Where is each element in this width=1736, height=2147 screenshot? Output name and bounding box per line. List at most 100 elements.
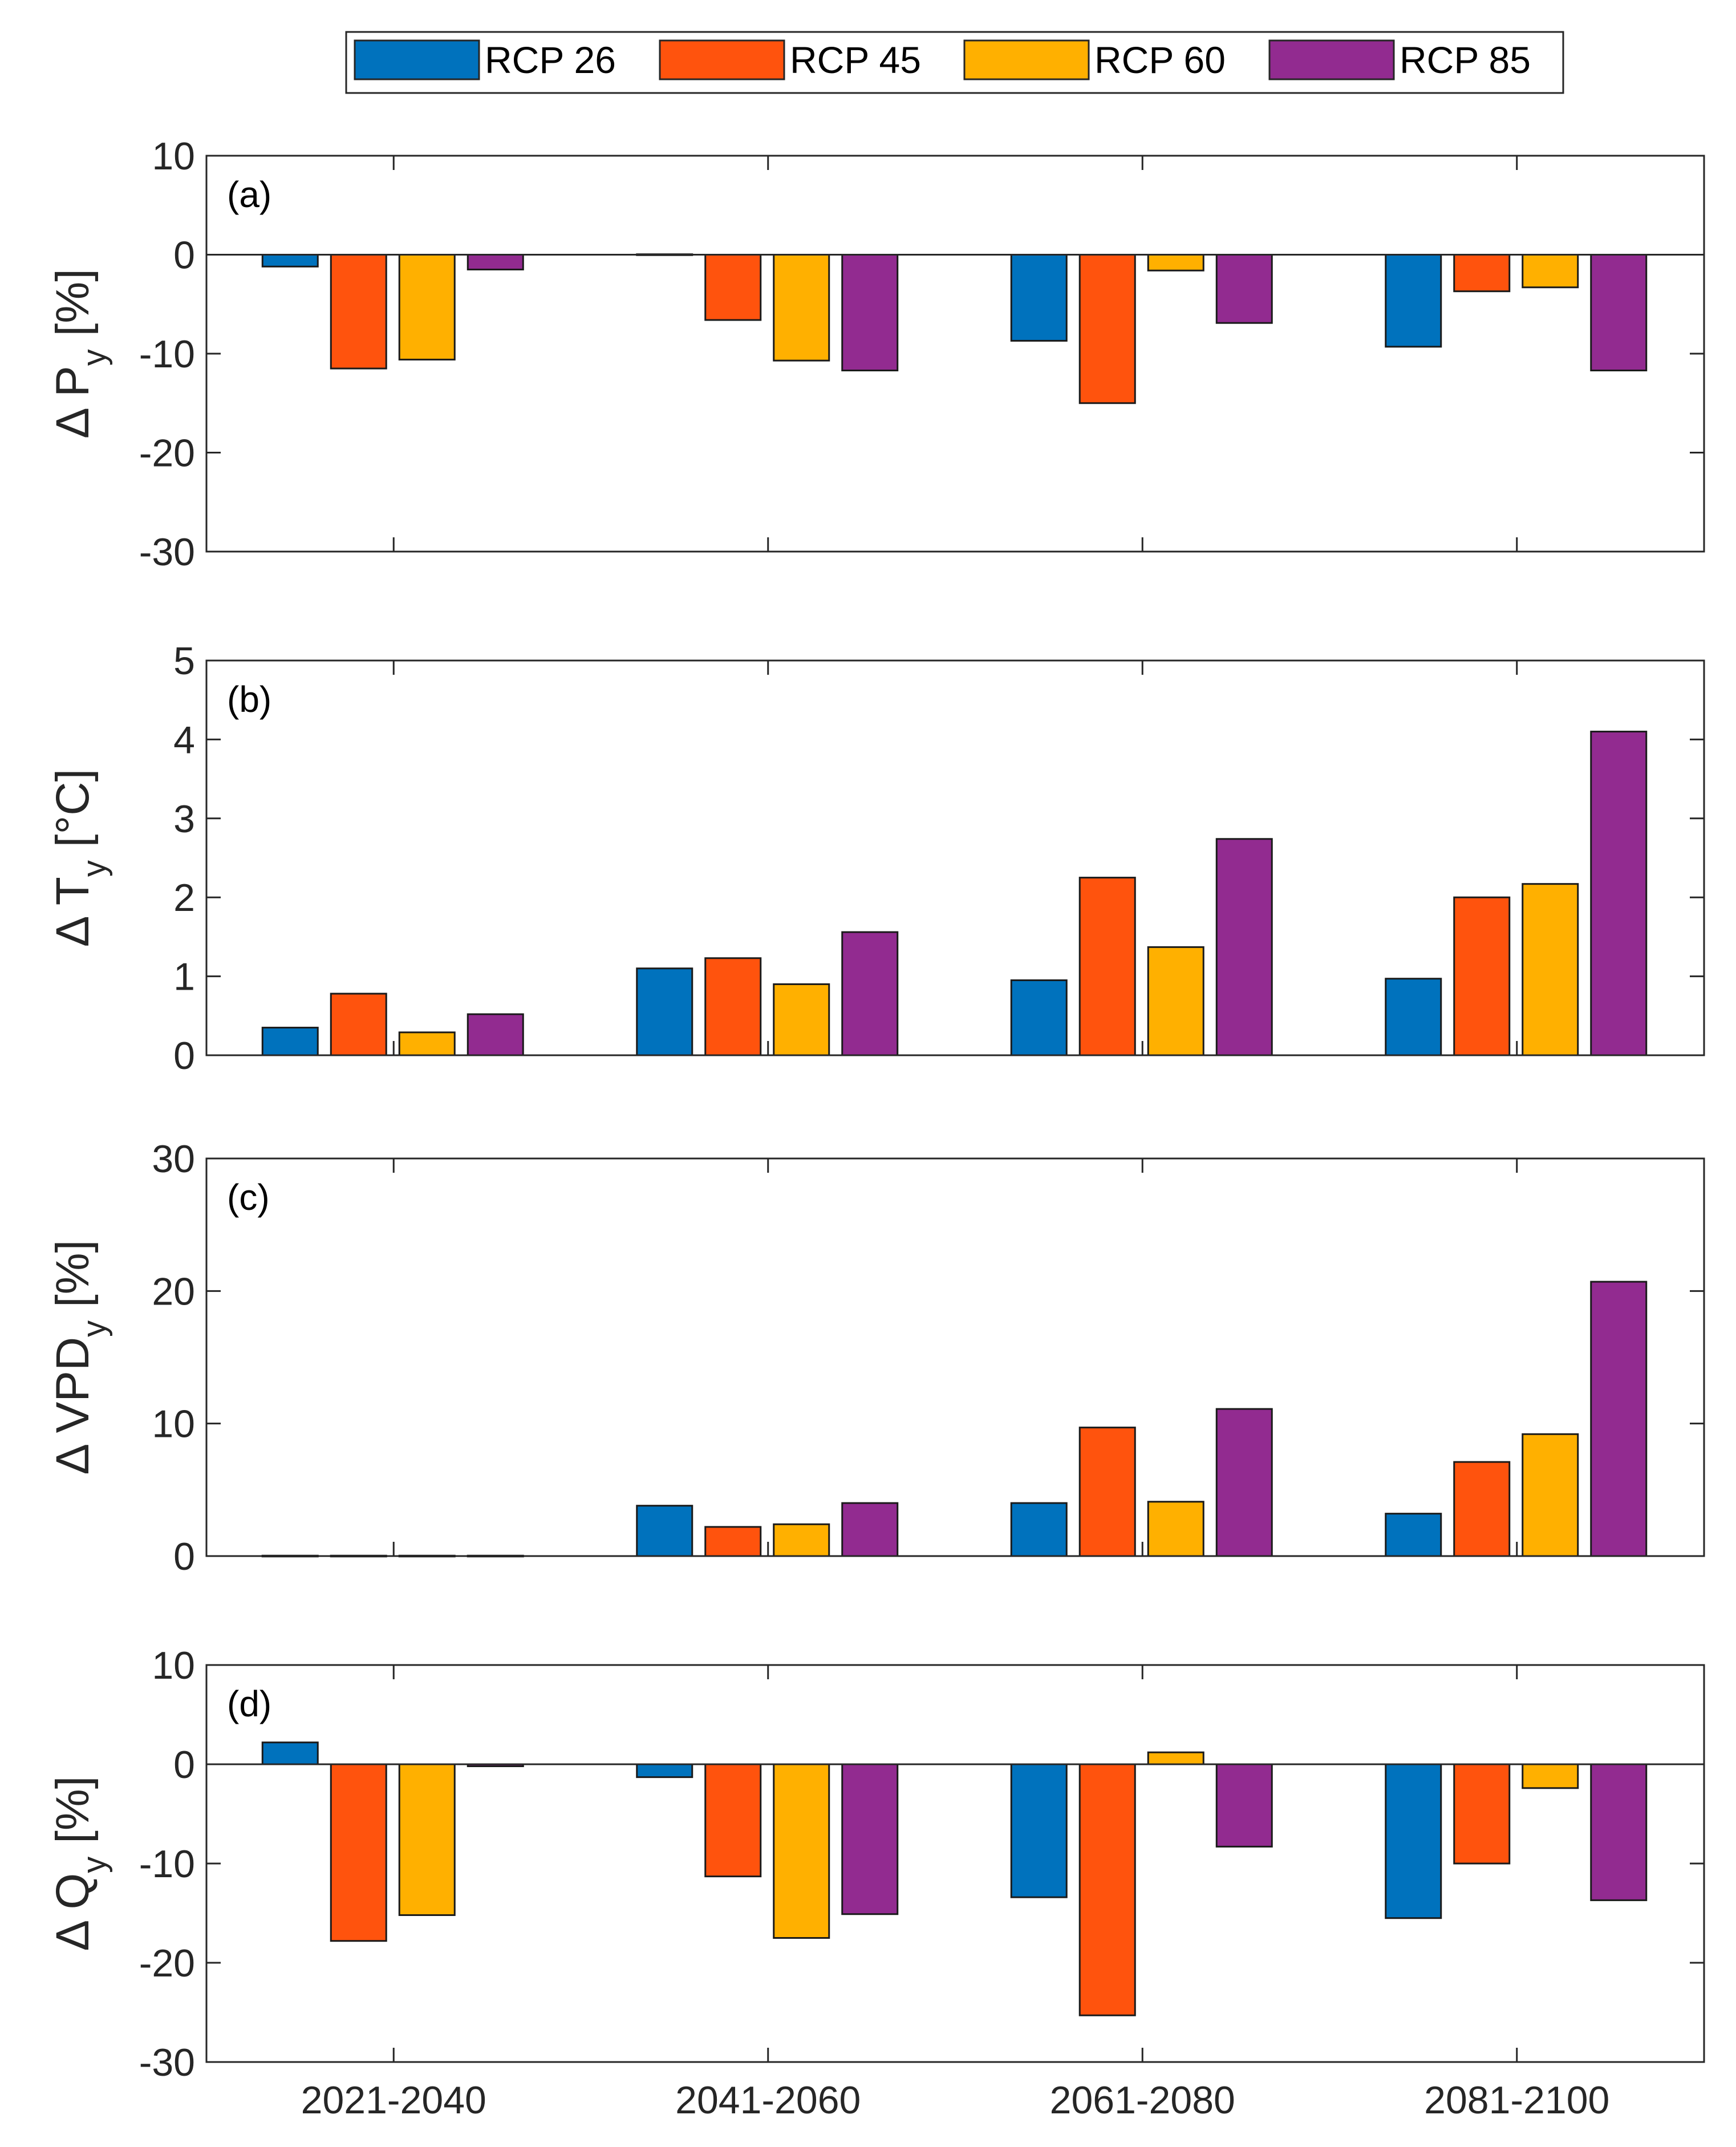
y-axis-label: Δ VPDy [%] xyxy=(47,1240,113,1475)
panel-a: -30 -20 -10 0 10 (a) Δ Py [%] xyxy=(47,135,1705,574)
y-axis-label: Δ Qy [%] xyxy=(47,1776,113,1951)
bar-rcp-85-2041-2060 xyxy=(841,931,899,1056)
bar-rcp-60-2041-2060 xyxy=(773,1763,830,1939)
legend-swatch-rcp-45 xyxy=(659,39,785,80)
x-ticks xyxy=(392,1158,1518,1556)
y-tick-label: -10 xyxy=(139,1842,195,1886)
y-tick-label: 30 xyxy=(152,1137,195,1181)
bars xyxy=(261,1741,1648,2016)
bar-rcp-85-2081-2100 xyxy=(1590,1763,1648,1901)
bar-rcp-26-2081-2100 xyxy=(1385,1763,1442,1919)
legend: RCP 26 RCP 45 RCP 60 RCP 85 xyxy=(345,31,1564,94)
bars xyxy=(261,253,1648,404)
bar-rcp-60-2021-2040 xyxy=(398,1763,456,1916)
y-tick-label: -20 xyxy=(139,1942,195,1985)
bar-rcp-85-2081-2100 xyxy=(1590,1281,1648,1557)
bar-rcp-45-2021-2040 xyxy=(330,993,387,1056)
bars xyxy=(261,731,1648,1056)
bar-rcp-60-2061-2080 xyxy=(1147,946,1204,1056)
y-tick-label: -10 xyxy=(139,333,195,376)
x-ticks xyxy=(392,156,1518,552)
panel-tag: (b) xyxy=(227,679,271,720)
bar-rcp-26-2021-2040 xyxy=(261,254,319,268)
bar-rcp-45-2081-2100 xyxy=(1453,1763,1511,1865)
bar-rcp-60-2041-2060 xyxy=(773,1523,830,1557)
bar-rcp-85-2041-2060 xyxy=(841,254,899,371)
y-tick-label: -20 xyxy=(139,432,195,475)
bar-rcp-85-2041-2060 xyxy=(841,1502,899,1557)
axes-frame xyxy=(205,659,1705,1056)
bar-rcp-26-2041-2060 xyxy=(636,1505,693,1557)
bar-rcp-45-2061-2080 xyxy=(1078,1427,1136,1557)
y-axis-label: Δ Py [%] xyxy=(47,269,113,439)
y-tick-label: 2 xyxy=(173,876,195,919)
legend-label-rcp-60: RCP 60 xyxy=(1094,39,1226,81)
bar-rcp-85-2021-2040 xyxy=(467,254,524,271)
bar-rcp-85-2081-2100 xyxy=(1590,254,1648,371)
bar-rcp-26-2081-2100 xyxy=(1385,254,1442,348)
y-axis-label: Δ Ty [°C] xyxy=(47,769,113,947)
y-tick-label: 20 xyxy=(152,1270,195,1313)
bar-rcp-60-2081-2100 xyxy=(1522,1763,1579,1789)
bar-rcp-60-2081-2100 xyxy=(1522,883,1579,1056)
bar-rcp-26-2021-2040 xyxy=(261,1027,319,1056)
bar-rcp-85-2061-2080 xyxy=(1215,1408,1273,1557)
bar-rcp-45-2041-2060 xyxy=(704,1526,762,1557)
panel-b: 0 1 2 3 4 5 (b) Δ Ty [°C] xyxy=(47,639,1705,1077)
y-tick-label: -30 xyxy=(139,530,195,574)
bar-rcp-85-2081-2100 xyxy=(1590,731,1648,1056)
y-tick-label: 3 xyxy=(173,797,195,841)
y-ticks: 0 10 20 30 xyxy=(152,1137,1704,1578)
legend-label-rcp-26: RCP 26 xyxy=(485,39,616,81)
panel-c: 0 10 20 30 (c) Δ VPDy [%] xyxy=(47,1137,1705,1578)
bar-rcp-85-2021-2040 xyxy=(467,1013,524,1056)
y-tick-label: 10 xyxy=(152,1644,195,1687)
bar-rcp-45-2061-2080 xyxy=(1078,1763,1136,2016)
bar-rcp-26-2021-2040 xyxy=(261,1741,319,1765)
panel-tag: (d) xyxy=(227,1683,271,1724)
panel-tag: (c) xyxy=(227,1177,270,1218)
bar-rcp-60-2021-2040 xyxy=(398,254,456,360)
bar-rcp-45-2041-2060 xyxy=(704,957,762,1056)
bar-rcp-60-2061-2080 xyxy=(1147,1501,1204,1557)
bar-rcp-45-2041-2060 xyxy=(704,1763,762,1878)
bar-rcp-85-2041-2060 xyxy=(841,1763,899,1915)
bar-rcp-85-2061-2080 xyxy=(1215,1763,1273,1848)
bar-rcp-45-2021-2040 xyxy=(330,254,387,370)
bar-rcp-60-2061-2080 xyxy=(1147,254,1204,272)
x-tick-label-2021-2040: 2021-2040 xyxy=(301,2079,486,2122)
x-tick-label-2061-2080: 2061-2080 xyxy=(1050,2079,1235,2122)
bar-rcp-85-2061-2080 xyxy=(1215,254,1273,324)
x-ticks xyxy=(392,661,1518,1055)
legend-label-rcp-45: RCP 45 xyxy=(790,39,921,81)
bar-rcp-26-2041-2060 xyxy=(636,1763,693,1779)
y-tick-label: -30 xyxy=(139,2041,195,2084)
y-tick-label: 1 xyxy=(173,955,195,999)
bar-rcp-45-2081-2100 xyxy=(1453,1461,1511,1557)
bar-rcp-60-2081-2100 xyxy=(1522,1433,1579,1557)
bar-rcp-26-2041-2060 xyxy=(636,967,693,1056)
bar-rcp-45-2081-2100 xyxy=(1453,254,1511,293)
bar-rcp-26-2061-2080 xyxy=(1010,979,1068,1056)
y-ticks: -30 -20 -10 0 10 xyxy=(139,135,1704,574)
bar-rcp-45-2061-2080 xyxy=(1078,254,1136,404)
y-tick-label: 0 xyxy=(173,1535,195,1578)
bar-rcp-45-2081-2100 xyxy=(1453,896,1511,1056)
legend-swatch-rcp-85 xyxy=(1268,39,1395,80)
y-tick-label: 10 xyxy=(152,1403,195,1446)
x-tick-label-2081-2100: 2081-2100 xyxy=(1424,2079,1609,2122)
panels: -30 -20 -10 0 10 (a) Δ Py [%] 0 1 2 3 4 5 (b) Δ Ty [°C… xyxy=(47,135,1705,2122)
bar-rcp-26-2081-2100 xyxy=(1385,978,1442,1056)
bar-rcp-45-2041-2060 xyxy=(704,254,762,321)
bar-rcp-45-2021-2040 xyxy=(330,1763,387,1942)
legend-swatch-rcp-26 xyxy=(354,39,480,80)
bar-rcp-26-2061-2080 xyxy=(1010,1502,1068,1557)
legend-swatch-rcp-60 xyxy=(963,39,1090,80)
bar-rcp-45-2061-2080 xyxy=(1078,877,1136,1056)
legend-items: RCP 26 RCP 45 RCP 60 RCP 85 xyxy=(354,39,1531,81)
bar-rcp-26-2081-2100 xyxy=(1385,1513,1442,1557)
y-ticks: 0 1 2 3 4 5 xyxy=(173,639,1704,1077)
bar-rcp-26-2061-2080 xyxy=(1010,254,1068,342)
